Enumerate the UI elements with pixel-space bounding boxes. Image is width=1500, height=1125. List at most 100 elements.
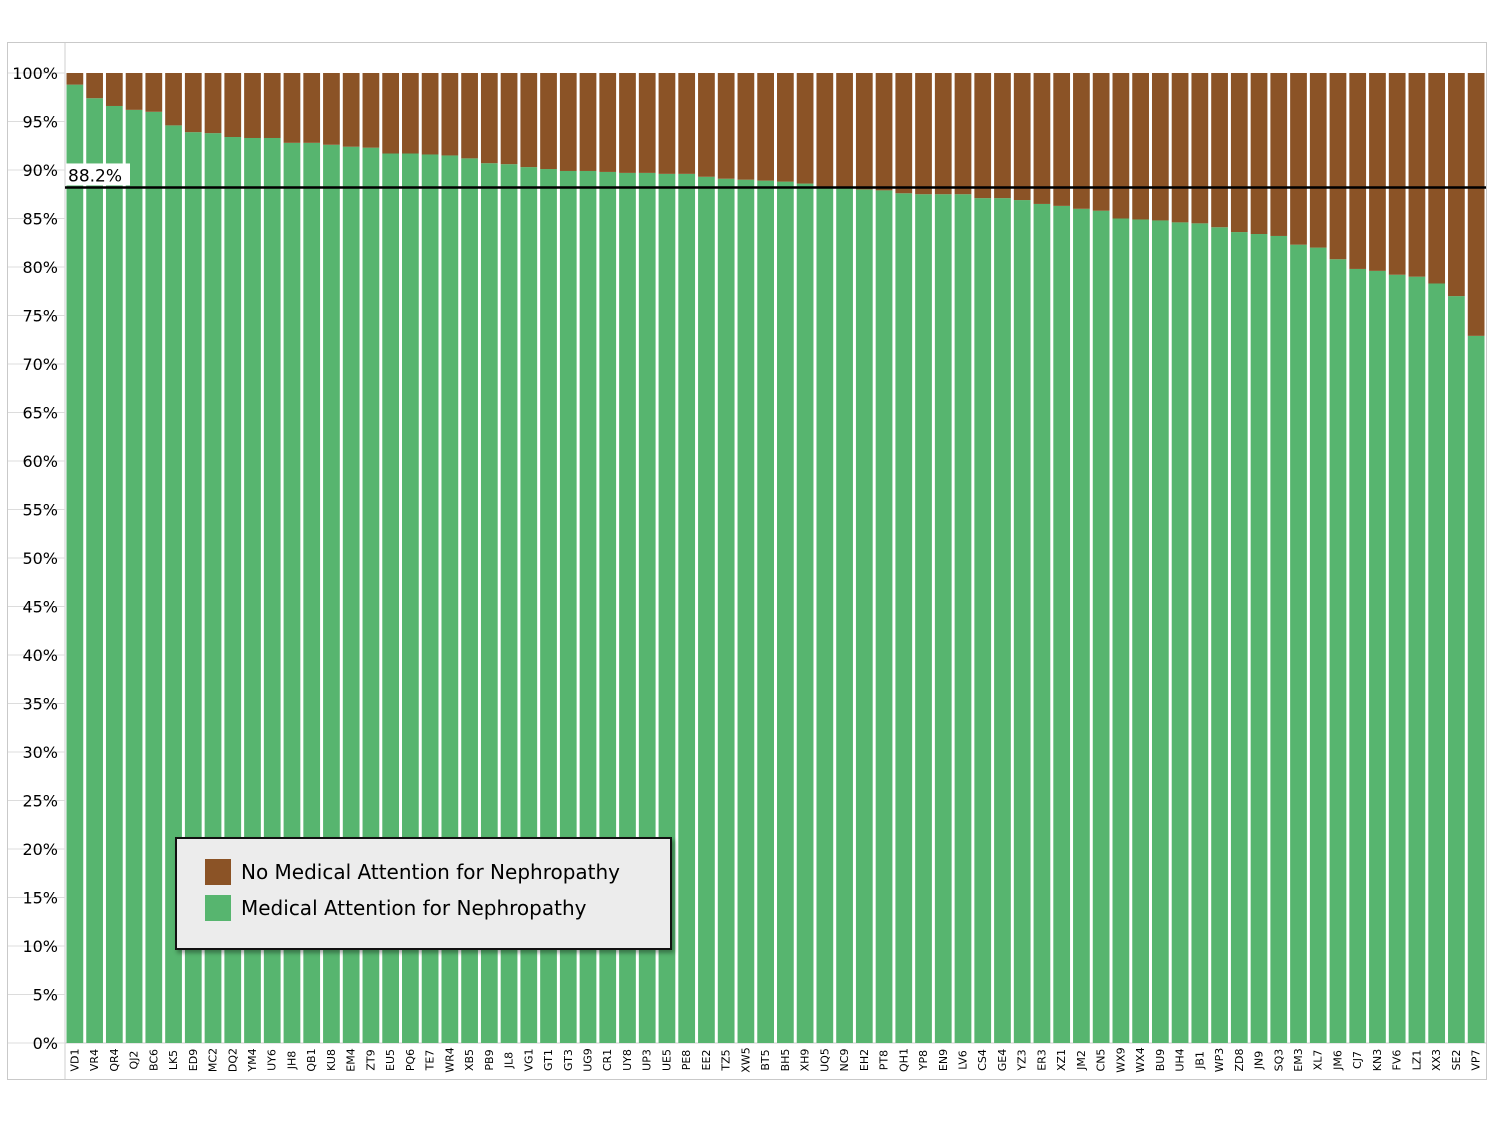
bar-medical-attention-er3 bbox=[1033, 203, 1051, 1043]
x-tick-label: YP8 bbox=[917, 1050, 930, 1071]
bar-medical-attention-wx4 bbox=[1132, 219, 1149, 1044]
x-tick-label: JB1 bbox=[1193, 1051, 1206, 1070]
y-tick-label: 60% bbox=[22, 452, 58, 471]
x-tick-label: QB1 bbox=[305, 1048, 318, 1071]
bar-medical-attention-fv6 bbox=[1388, 274, 1406, 1043]
x-tick-label: QJ2 bbox=[128, 1051, 141, 1070]
x-tick-label: PE8 bbox=[680, 1050, 693, 1071]
x-tick-label: ZD8 bbox=[1233, 1048, 1246, 1071]
bar-medical-attention-xw5 bbox=[737, 179, 755, 1043]
bar-medical-attention-uq5 bbox=[816, 187, 834, 1043]
x-tick-label: XB5 bbox=[463, 1049, 476, 1071]
bar-medical-attention-up3 bbox=[638, 172, 656, 1043]
bar-medical-attention-en9 bbox=[934, 194, 952, 1043]
y-tick-label: 100% bbox=[12, 64, 58, 83]
bar-medical-attention-qb1 bbox=[303, 142, 321, 1044]
x-tick-label: LK5 bbox=[167, 1050, 180, 1070]
bar-no-medical-attention-pt8 bbox=[875, 73, 893, 191]
legend-swatch-attention bbox=[205, 895, 231, 921]
bar-no-medical-attention-xl7 bbox=[1309, 73, 1327, 248]
y-tick-label: 40% bbox=[22, 646, 58, 665]
bar-medical-attention-pb9 bbox=[480, 163, 498, 1044]
bar-medical-attention-ug9 bbox=[579, 170, 597, 1044]
bar-medical-attention-qr4 bbox=[105, 105, 123, 1044]
x-tick-label: UG9 bbox=[582, 1048, 595, 1072]
bar-medical-attention-pe8 bbox=[678, 173, 696, 1043]
bar-no-medical-attention-em4 bbox=[342, 73, 360, 147]
y-tick-label: 95% bbox=[22, 113, 58, 132]
bar-no-medical-attention-wp3 bbox=[1211, 73, 1228, 228]
bar-no-medical-attention-er3 bbox=[1033, 73, 1051, 204]
x-tick-label: TE7 bbox=[424, 1050, 437, 1072]
bar-no-medical-attention-qb1 bbox=[303, 73, 321, 143]
x-tick-label: VP7 bbox=[1470, 1049, 1483, 1070]
bar-medical-attention-wp3 bbox=[1211, 227, 1228, 1044]
bar-no-medical-attention-jm6 bbox=[1329, 73, 1347, 260]
bar-no-medical-attention-xz1 bbox=[1053, 73, 1071, 206]
bar-no-medical-attention-ku8 bbox=[323, 73, 340, 145]
bar-no-medical-attention-mc2 bbox=[204, 73, 222, 134]
legend-label-no-attention: No Medical Attention for Nephropathy bbox=[241, 860, 621, 884]
bar-no-medical-attention-bh5 bbox=[777, 73, 794, 182]
bar-medical-attention-xz1 bbox=[1053, 205, 1071, 1043]
bar-no-medical-attention-ge4 bbox=[994, 73, 1011, 199]
bar-no-medical-attention-jn9 bbox=[1250, 73, 1268, 235]
bar-medical-attention-zt9 bbox=[362, 147, 380, 1043]
bar-no-medical-attention-uy8 bbox=[619, 73, 636, 173]
y-tick-label: 90% bbox=[22, 161, 58, 180]
bar-medical-attention-wx9 bbox=[1112, 218, 1130, 1043]
bar-no-medical-attention-jl8 bbox=[500, 73, 518, 165]
bar-medical-attention-gt3 bbox=[559, 170, 577, 1044]
bar-medical-attention-pt8 bbox=[875, 190, 893, 1043]
chart-legend: No Medical Attention for Nephropathy Med… bbox=[175, 837, 672, 950]
bar-no-medical-attention-em3 bbox=[1290, 73, 1307, 245]
x-tick-label: ER3 bbox=[1035, 1049, 1048, 1071]
bar-medical-attention-ym4 bbox=[244, 137, 261, 1043]
y-tick-label: 85% bbox=[22, 210, 58, 229]
bar-no-medical-attention-vd1 bbox=[66, 73, 84, 85]
bar-no-medical-attention-wx4 bbox=[1132, 73, 1149, 220]
bar-medical-attention-jn9 bbox=[1250, 234, 1268, 1043]
legend-item-attention: Medical Attention for Nephropathy bbox=[205, 895, 586, 921]
bar-medical-attention-cn5 bbox=[1092, 210, 1110, 1044]
x-tick-label: JL8 bbox=[503, 1052, 516, 1069]
bar-no-medical-attention-nc9 bbox=[836, 73, 853, 188]
bar-no-medical-attention-yp8 bbox=[915, 73, 932, 195]
x-tick-label: LZ1 bbox=[1410, 1050, 1423, 1071]
x-tick-label: LV6 bbox=[956, 1050, 969, 1069]
y-tick-label: 20% bbox=[22, 840, 58, 859]
bar-no-medical-attention-up3 bbox=[638, 73, 656, 173]
x-tick-label: BC6 bbox=[147, 1049, 160, 1071]
bar-medical-attention-xx3 bbox=[1428, 283, 1446, 1043]
bar-medical-attention-mc2 bbox=[204, 133, 222, 1043]
bar-medical-attention-qh1 bbox=[895, 193, 913, 1043]
bar-medical-attention-tz5 bbox=[717, 178, 735, 1044]
bar-medical-attention-bu9 bbox=[1151, 220, 1169, 1043]
bar-no-medical-attention-xh9 bbox=[796, 73, 814, 184]
x-tick-label: PB9 bbox=[483, 1049, 496, 1070]
bar-medical-attention-uh4 bbox=[1171, 222, 1189, 1043]
bar-no-medical-attention-wr4 bbox=[441, 73, 459, 156]
bar-no-medical-attention-qh1 bbox=[895, 73, 913, 194]
bar-medical-attention-cr1 bbox=[599, 171, 617, 1043]
bar-no-medical-attention-xb5 bbox=[461, 73, 478, 159]
x-tick-label: YZ3 bbox=[1016, 1049, 1029, 1071]
bar-no-medical-attention-vr4 bbox=[86, 73, 103, 99]
x-tick-label: UY8 bbox=[621, 1049, 634, 1071]
x-tick-label: BT5 bbox=[759, 1049, 772, 1070]
bar-medical-attention-wr4 bbox=[441, 155, 459, 1043]
x-tick-label: UP3 bbox=[641, 1049, 654, 1071]
bar-medical-attention-uy6 bbox=[263, 137, 281, 1043]
x-tick-label: QR4 bbox=[108, 1048, 121, 1071]
x-tick-label: DQ2 bbox=[226, 1048, 239, 1072]
bar-medical-attention-xb5 bbox=[461, 158, 478, 1044]
bar-no-medical-attention-eu5 bbox=[382, 73, 400, 154]
x-tick-label: XH9 bbox=[799, 1049, 812, 1072]
bar-medical-attention-xl7 bbox=[1309, 247, 1327, 1044]
bar-no-medical-attention-tz5 bbox=[717, 73, 735, 179]
x-tick-label: VD1 bbox=[68, 1049, 81, 1072]
bar-medical-attention-kn3 bbox=[1369, 270, 1386, 1043]
x-tick-label: TZ5 bbox=[720, 1049, 733, 1071]
bar-no-medical-attention-wx9 bbox=[1112, 73, 1130, 219]
bar-medical-attention-yp8 bbox=[915, 194, 932, 1043]
